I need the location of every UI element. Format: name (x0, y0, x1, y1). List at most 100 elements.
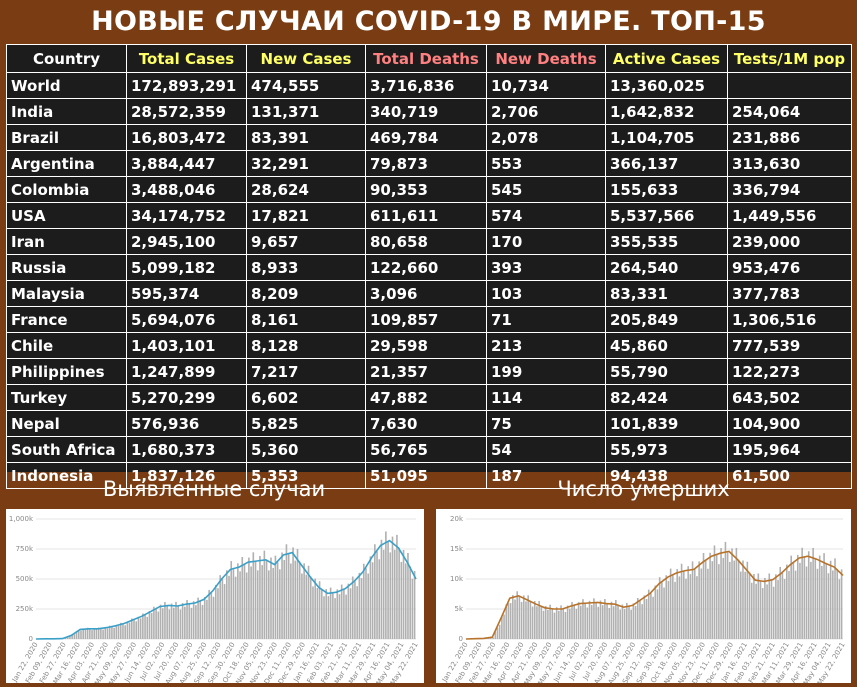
bar (555, 607, 558, 639)
bar (829, 560, 832, 639)
value-cell: 9,657 (246, 228, 366, 255)
bar (512, 595, 514, 639)
bar (693, 569, 696, 639)
bar (786, 564, 788, 639)
bar (312, 586, 314, 639)
bar (746, 561, 749, 639)
bar (126, 621, 129, 639)
bar (290, 563, 292, 639)
bar (172, 607, 175, 639)
bar (564, 611, 567, 639)
bar (525, 601, 527, 639)
bar (772, 586, 775, 639)
value-cell: 83,391 (246, 124, 366, 151)
bar (374, 544, 376, 639)
bar (411, 578, 414, 639)
bar (234, 576, 237, 639)
bar (658, 577, 661, 639)
bar (283, 560, 286, 639)
country-cell: South Africa (6, 436, 127, 463)
bar (323, 596, 325, 639)
bar (161, 608, 164, 639)
bar (349, 588, 352, 639)
bar (623, 609, 626, 639)
bar (799, 562, 801, 639)
bar (682, 571, 685, 639)
bar (135, 621, 138, 639)
bar (396, 534, 398, 639)
value-cell: 336,794 (727, 176, 852, 203)
value-cell: 29,598 (365, 332, 487, 359)
bar (285, 544, 288, 639)
bar (595, 602, 597, 639)
bar (652, 596, 654, 639)
bar (562, 609, 565, 639)
bar (122, 624, 124, 639)
bar (296, 548, 299, 639)
value-cell: 80,658 (365, 228, 487, 255)
bar (531, 606, 534, 639)
value-cell: 6,602 (246, 384, 366, 411)
bar (794, 570, 797, 639)
bar (106, 628, 109, 639)
bar (376, 551, 378, 639)
bar (742, 560, 744, 639)
value-cell: 393 (486, 254, 606, 281)
bar (834, 558, 836, 639)
bar (192, 601, 195, 639)
value-cell: 1,837,126 (126, 462, 247, 489)
bar (287, 553, 290, 639)
bar (97, 627, 100, 639)
bar (661, 582, 663, 639)
country-cell: Malaysia (6, 280, 127, 307)
table-row: Russia 5,099,182 8,933 122,660 393 264,540 953… (6, 254, 852, 281)
bar (259, 556, 261, 639)
value-cell: 7,630 (365, 410, 487, 437)
value-cell: 8,209 (246, 280, 366, 307)
bar (838, 579, 841, 639)
value-cell: 264,540 (605, 254, 728, 281)
bar (549, 604, 551, 639)
bar (764, 577, 766, 639)
bar (709, 552, 711, 639)
bar (615, 600, 617, 639)
bar (343, 589, 345, 639)
cases-panel-title: Выявленные случаи (102, 477, 326, 501)
bar (281, 552, 283, 639)
value-cell: 61,500 (727, 462, 852, 489)
value-cell: 574 (486, 202, 606, 229)
bar (739, 571, 742, 639)
value-cell: 122,273 (727, 358, 852, 385)
bar (221, 579, 224, 639)
bar (566, 605, 569, 639)
bar (248, 557, 250, 639)
y-tick-label: 0 (459, 635, 463, 643)
bar (501, 616, 503, 639)
value-cell: 21,357 (365, 358, 487, 385)
value-cell: 469,784 (365, 124, 487, 151)
bar (665, 575, 668, 639)
bar (402, 549, 405, 639)
value-cell: 231,886 (727, 124, 852, 151)
bar (514, 599, 516, 639)
bar (490, 637, 492, 639)
deaths-panel-title: Число умерших (557, 477, 730, 501)
value-cell: 5,099,182 (126, 254, 247, 281)
bar (654, 585, 657, 639)
bar (230, 561, 233, 639)
bar (792, 562, 795, 639)
bar (398, 547, 400, 639)
value-cell: 104,900 (727, 410, 852, 437)
country-cell: Nepal (6, 410, 127, 437)
bar (715, 554, 718, 639)
bar (179, 609, 182, 639)
deaths-chart-box: 0 5k 10k 15k 20k Jan 22, 2020 Feb 09, 2020 Feb … (436, 509, 851, 686)
bar (241, 557, 244, 639)
bar (321, 588, 323, 639)
value-cell: 254,064 (727, 98, 852, 125)
deaths-panel: Число умерших 0 5k 10k 15k 20k Jan 22, 2020 Fe… (430, 473, 857, 687)
table-row: Colombia 3,488,046 28,624 90,353 545 155,633 3… (6, 176, 852, 203)
bar (153, 606, 155, 639)
bar (691, 561, 694, 639)
value-cell: 28,572,359 (126, 98, 247, 125)
